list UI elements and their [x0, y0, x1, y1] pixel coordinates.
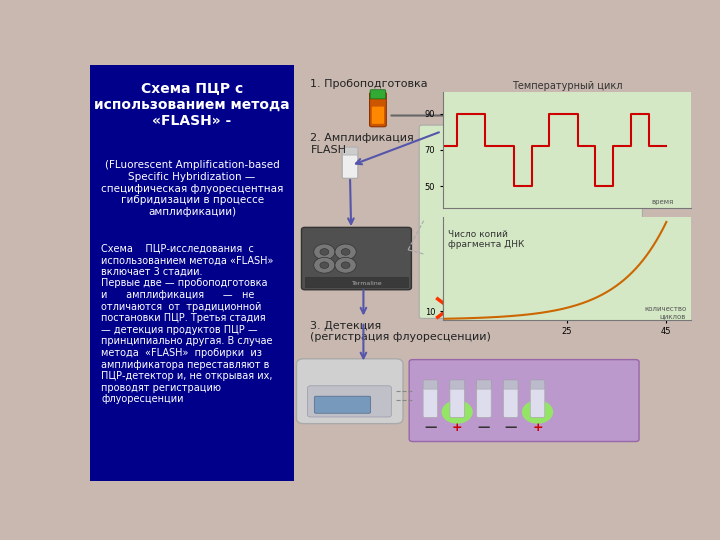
FancyBboxPatch shape [305, 277, 408, 287]
Text: 3. Детекция
(регистрация флуоресценции): 3. Детекция (регистрация флуоресценции) [310, 321, 491, 342]
Text: 2. Амплификация
FLASH: 2. Амплификация FLASH [310, 133, 414, 155]
Text: —: — [478, 421, 490, 434]
FancyBboxPatch shape [370, 90, 386, 99]
Circle shape [335, 258, 356, 273]
FancyBboxPatch shape [372, 106, 384, 124]
FancyBboxPatch shape [342, 151, 358, 178]
FancyBboxPatch shape [530, 380, 545, 389]
FancyBboxPatch shape [302, 227, 411, 290]
FancyBboxPatch shape [503, 380, 518, 389]
FancyBboxPatch shape [423, 384, 438, 417]
FancyBboxPatch shape [315, 396, 371, 413]
FancyBboxPatch shape [307, 386, 392, 417]
Circle shape [441, 400, 473, 424]
FancyBboxPatch shape [342, 147, 358, 155]
FancyBboxPatch shape [530, 384, 545, 417]
Circle shape [466, 98, 513, 133]
Circle shape [522, 400, 553, 424]
FancyBboxPatch shape [423, 380, 438, 389]
FancyBboxPatch shape [503, 384, 518, 417]
Circle shape [314, 258, 335, 273]
FancyBboxPatch shape [369, 92, 387, 127]
Text: (FLuorescent Amplification-based
Specific Hybridization —
специфическая флуоресц: (FLuorescent Amplification-based Specifi… [101, 160, 283, 217]
Text: —: — [505, 421, 517, 434]
Circle shape [341, 262, 350, 268]
FancyBboxPatch shape [419, 125, 642, 319]
Text: Termaline: Termaline [352, 281, 382, 286]
Text: время: время [651, 199, 673, 205]
Text: количество
циклов: количество циклов [644, 306, 686, 319]
FancyBboxPatch shape [409, 360, 639, 442]
Text: 1. Пробоподготовка: 1. Пробоподготовка [310, 79, 428, 89]
Text: Число копий
фрагмента ДНК: Число копий фрагмента ДНК [448, 230, 524, 249]
Text: —: — [424, 421, 436, 434]
Title: Температурный цикл: Температурный цикл [512, 81, 622, 91]
FancyBboxPatch shape [477, 384, 491, 417]
Circle shape [314, 244, 335, 260]
FancyBboxPatch shape [477, 380, 491, 389]
FancyBboxPatch shape [450, 380, 464, 389]
Circle shape [341, 248, 350, 255]
FancyBboxPatch shape [450, 384, 464, 417]
FancyBboxPatch shape [444, 296, 456, 319]
FancyBboxPatch shape [297, 359, 403, 424]
Text: +: + [452, 421, 462, 434]
Text: Схема ПЦР с
использованием метода
«FLASH» -: Схема ПЦР с использованием метода «FLASH… [94, 82, 290, 128]
Text: Схема    ПЦР-исследования  с
использованием метода «FLASH»
включает 3 стадии.
Пе: Схема ПЦР-исследования с использованием … [101, 244, 274, 404]
Text: +: + [532, 421, 543, 434]
Circle shape [335, 244, 356, 260]
Circle shape [320, 248, 329, 255]
FancyBboxPatch shape [90, 65, 294, 481]
Circle shape [320, 262, 329, 268]
